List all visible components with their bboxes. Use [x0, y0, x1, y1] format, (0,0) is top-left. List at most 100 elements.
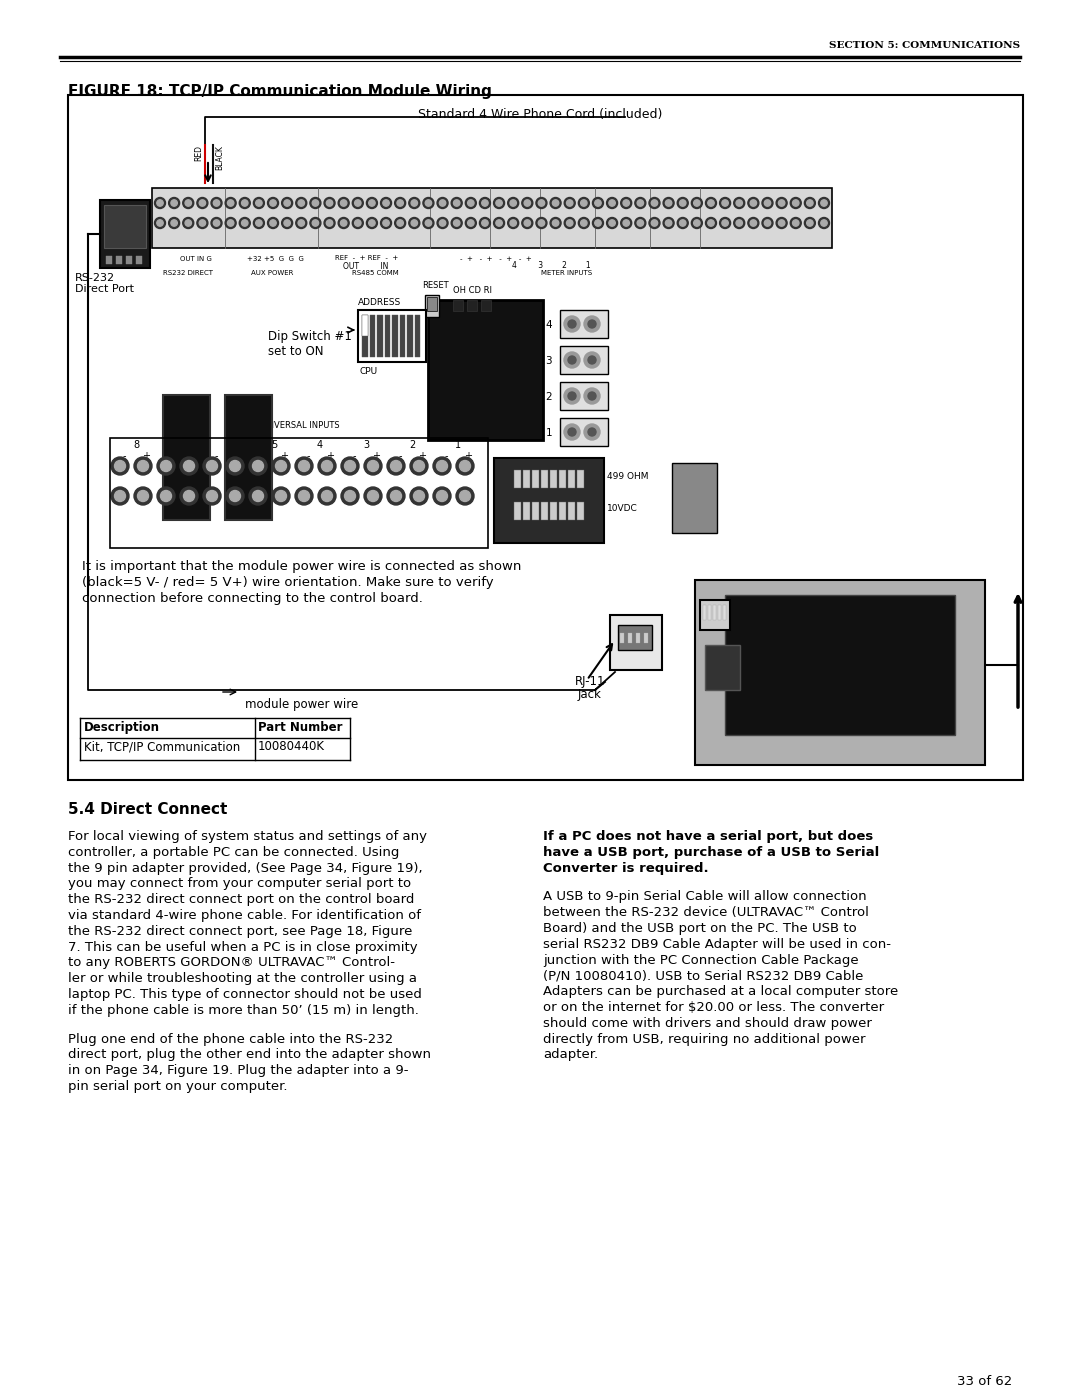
Circle shape [368, 219, 375, 226]
Circle shape [637, 200, 644, 207]
Text: 3: 3 [545, 356, 552, 366]
Circle shape [538, 200, 544, 207]
Circle shape [440, 200, 446, 207]
Circle shape [437, 218, 448, 229]
Circle shape [409, 197, 420, 208]
Circle shape [578, 218, 590, 229]
Circle shape [225, 197, 237, 208]
Circle shape [665, 200, 672, 207]
Circle shape [436, 490, 447, 502]
Circle shape [345, 490, 355, 502]
Bar [705, 645, 740, 690]
Text: 6: 6 [225, 440, 231, 450]
Circle shape [312, 219, 319, 226]
Text: UNIVERSAL INPUTS: UNIVERSAL INPUTS [259, 420, 339, 430]
Circle shape [114, 490, 125, 502]
Circle shape [677, 218, 688, 229]
Circle shape [154, 197, 165, 208]
Text: RJ-11: RJ-11 [575, 675, 605, 687]
Circle shape [137, 461, 149, 472]
Circle shape [242, 219, 248, 226]
Bar [163, 395, 210, 520]
Circle shape [411, 219, 418, 226]
Bar [561, 381, 608, 409]
Text: (P/N 10080410). USB to Serial RS232 DB9 Cable: (P/N 10080410). USB to Serial RS232 DB9 … [543, 970, 863, 982]
Circle shape [510, 200, 516, 207]
Circle shape [451, 197, 462, 208]
Bar [100, 200, 150, 268]
Bar [541, 502, 548, 520]
Circle shape [777, 197, 787, 208]
Circle shape [552, 200, 558, 207]
Circle shape [459, 461, 471, 472]
Circle shape [157, 219, 163, 226]
Circle shape [228, 200, 234, 207]
Circle shape [693, 200, 700, 207]
Bar [577, 502, 584, 520]
Circle shape [762, 218, 773, 229]
Bar [532, 502, 539, 520]
Text: 499 OHM: 499 OHM [607, 472, 648, 481]
Circle shape [380, 197, 392, 208]
Circle shape [226, 488, 244, 504]
Circle shape [270, 200, 276, 207]
Circle shape [410, 457, 428, 475]
Circle shape [621, 218, 632, 229]
Text: FIGURE 18: TCP/IP Communication Module Wiring: FIGURE 18: TCP/IP Communication Module W… [68, 84, 491, 99]
Circle shape [791, 197, 801, 208]
Circle shape [705, 197, 716, 208]
Circle shape [578, 197, 590, 208]
Circle shape [326, 200, 333, 207]
Circle shape [588, 427, 596, 436]
Circle shape [409, 218, 420, 229]
Circle shape [564, 388, 580, 404]
Circle shape [607, 197, 618, 208]
Text: ler or while troubleshooting at the controller using a: ler or while troubleshooting at the cont… [68, 972, 417, 985]
Bar [696, 580, 985, 766]
Circle shape [414, 490, 424, 502]
Circle shape [326, 219, 333, 226]
Text: between the RS-232 device (ULTRAVAC™ Control: between the RS-232 device (ULTRAVAC™ Con… [543, 907, 869, 919]
Text: Dip Switch #1
set to ON: Dip Switch #1 set to ON [268, 330, 352, 358]
Text: OUT         IN: OUT IN [343, 263, 389, 271]
Circle shape [779, 219, 785, 226]
Circle shape [494, 218, 504, 229]
Bar [620, 633, 624, 643]
Bar [136, 256, 141, 264]
Circle shape [459, 490, 471, 502]
Circle shape [468, 200, 474, 207]
Circle shape [522, 197, 532, 208]
Circle shape [171, 200, 177, 207]
Circle shape [679, 200, 686, 207]
Circle shape [256, 200, 262, 207]
Circle shape [791, 218, 801, 229]
Text: 5.4 Direct Connect: 5.4 Direct Connect [68, 802, 228, 817]
Circle shape [199, 219, 205, 226]
Text: -: - [444, 451, 448, 461]
Circle shape [426, 219, 432, 226]
Circle shape [805, 197, 815, 208]
Text: METER INPUTS: METER INPUTS [541, 270, 593, 277]
Bar [494, 458, 604, 543]
Text: 33 of 62: 33 of 62 [957, 1375, 1012, 1389]
Circle shape [581, 219, 588, 226]
Circle shape [367, 490, 378, 502]
Bar [559, 502, 566, 520]
Bar [106, 256, 112, 264]
Text: -: - [168, 451, 172, 461]
Circle shape [581, 200, 588, 207]
Bar [400, 314, 405, 358]
Bar [523, 502, 530, 520]
Bar [126, 256, 132, 264]
Circle shape [705, 218, 716, 229]
Text: -: - [122, 451, 125, 461]
Circle shape [312, 200, 319, 207]
Circle shape [296, 197, 307, 208]
Circle shape [719, 197, 730, 208]
Circle shape [161, 461, 172, 472]
Bar [453, 300, 463, 312]
Circle shape [564, 197, 576, 208]
Text: +: + [562, 321, 569, 330]
Circle shape [510, 219, 516, 226]
Circle shape [609, 219, 616, 226]
